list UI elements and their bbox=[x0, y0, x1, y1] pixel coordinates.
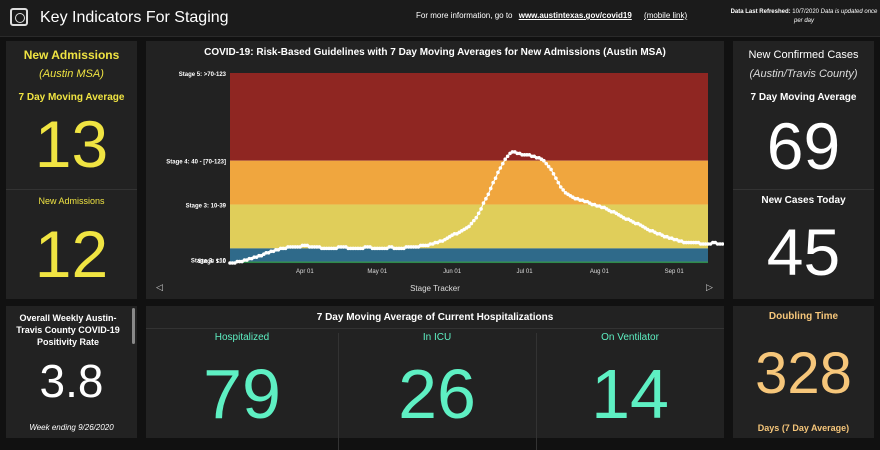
data-point bbox=[486, 192, 491, 197]
doubling-panel: Doubling Time 328 Days (7 Day Average) bbox=[733, 306, 874, 438]
data-point bbox=[472, 218, 476, 223]
data-point bbox=[558, 185, 563, 189]
positivity-panel: Overall Weekly Austin-Travis County COVI… bbox=[6, 306, 137, 438]
admissions-avg-label: 7 Day Moving Average bbox=[18, 92, 125, 103]
refresh-date: 10/7/2020 bbox=[792, 9, 819, 15]
x-tick-label: Jul 01 bbox=[517, 269, 534, 275]
data-point bbox=[493, 176, 498, 181]
x-tick-label: Apr 01 bbox=[296, 269, 314, 275]
admissions-subtitle: (Austin MSA) bbox=[39, 68, 104, 80]
doubling-unit: Days (7 Day Average) bbox=[757, 423, 850, 433]
city-seal-icon bbox=[10, 8, 28, 26]
icu-label: In ICU bbox=[422, 332, 452, 343]
cases-subtitle: (Austin/Travis County) bbox=[749, 68, 858, 80]
divider bbox=[146, 328, 724, 329]
data-point bbox=[503, 157, 508, 162]
header-bar: Key Indicators For Staging For more info… bbox=[0, 0, 880, 37]
cases-panel: New Confirmed Cases (Austin/Travis Count… bbox=[733, 41, 874, 299]
data-point bbox=[474, 215, 479, 220]
data-point bbox=[476, 211, 481, 216]
chart-prev-icon[interactable]: ◁ bbox=[156, 282, 163, 292]
stage-band-2 bbox=[230, 248, 708, 262]
chart-title: COVID-19: Risk-Based Guidelines with 7 D… bbox=[204, 47, 666, 58]
refresh-label: Data Last Refreshed: bbox=[730, 9, 791, 15]
x-tick-label: Jun 01 bbox=[443, 269, 462, 275]
stage-band-1 bbox=[230, 261, 708, 264]
data-point bbox=[500, 161, 505, 166]
data-point bbox=[498, 166, 503, 170]
refresh-info: Data Last Refreshed: 10/7/2020 Data is u… bbox=[730, 8, 878, 26]
doubling-value: 328 bbox=[755, 341, 852, 406]
stage-label: Stage 5: >70-123 bbox=[179, 72, 227, 78]
positivity-value: 3.8 bbox=[39, 355, 104, 407]
refresh-note: Data is updated once per day bbox=[793, 9, 878, 24]
hospitalizations-panel: 7 Day Moving Average of Current Hospital… bbox=[146, 306, 724, 450]
icu-value: 26 bbox=[398, 355, 476, 433]
cases-avg-label: 7 Day Moving Average bbox=[750, 92, 857, 103]
positivity-note: Week ending 9/26/2020 bbox=[29, 423, 114, 432]
data-point bbox=[481, 201, 486, 205]
data-point bbox=[546, 164, 551, 169]
hospitalizations-title: 7 Day Moving Average of Current Hospital… bbox=[316, 312, 554, 323]
chart-next-icon[interactable]: ▷ bbox=[706, 282, 713, 292]
ventilator-label: On Ventilator bbox=[601, 332, 659, 343]
mobile-link[interactable]: (mobile link) bbox=[644, 11, 688, 20]
data-point bbox=[505, 154, 510, 159]
admissions-title: New Admissions bbox=[23, 48, 120, 62]
cases-today-label: New Cases Today bbox=[761, 195, 846, 206]
data-point bbox=[491, 180, 495, 185]
data-point bbox=[720, 242, 724, 246]
covid-info-link[interactable]: www.austintexas.gov/covid19 bbox=[518, 11, 632, 20]
data-point bbox=[551, 172, 556, 176]
data-point bbox=[554, 176, 558, 181]
data-point bbox=[556, 180, 561, 185]
divider bbox=[338, 333, 339, 450]
ventilator-value: 14 bbox=[591, 355, 669, 433]
x-tick-label: Aug 01 bbox=[590, 269, 610, 275]
doubling-title: Doubling Time bbox=[768, 311, 839, 322]
stage-label: Stage 4: 40 - [70-123] bbox=[166, 160, 226, 166]
chart-panel: COVID-19: Risk-Based Guidelines with 7 D… bbox=[146, 41, 724, 299]
data-point bbox=[542, 158, 546, 163]
new-admissions-value: 12 bbox=[34, 217, 109, 291]
data-point bbox=[469, 221, 474, 226]
divider bbox=[536, 333, 537, 450]
stage-label: Stage 2: <10 bbox=[191, 259, 227, 265]
data-point bbox=[549, 167, 553, 172]
data-point bbox=[561, 188, 565, 192]
stage-band-5 bbox=[230, 73, 708, 161]
info-text: For more information, go to bbox=[416, 11, 513, 20]
data-point bbox=[544, 161, 549, 166]
stage-label: Stage 1: 0 bbox=[198, 259, 227, 265]
stage-band-4 bbox=[230, 160, 708, 205]
x-tick-label: Sep 01 bbox=[665, 269, 685, 275]
scrollbar[interactable] bbox=[132, 308, 135, 344]
admissions-avg-value: 13 bbox=[34, 107, 109, 181]
page-title: Key Indicators For Staging bbox=[40, 9, 229, 26]
data-point bbox=[479, 207, 483, 211]
info-line: For more information, go to www.austinte… bbox=[416, 11, 687, 20]
positivity-title: Overall Weekly Austin-Travis County COVI… bbox=[16, 313, 120, 347]
divider bbox=[6, 189, 137, 190]
x-tick-label: May 01 bbox=[367, 269, 387, 275]
data-point bbox=[488, 186, 493, 191]
divider bbox=[733, 189, 874, 190]
chart-footer: Stage Tracker bbox=[410, 284, 460, 293]
admissions-panel: New Admissions (Austin MSA) 7 Day Moving… bbox=[6, 41, 137, 299]
cases-title: New Confirmed Cases bbox=[748, 49, 859, 61]
data-point bbox=[496, 170, 500, 175]
new-admissions-label: New Admissions bbox=[38, 196, 105, 206]
stage-label: Stage 3: 10-39 bbox=[186, 204, 227, 210]
data-point bbox=[484, 196, 488, 201]
data-point bbox=[467, 224, 471, 229]
cases-today-value: 45 bbox=[766, 215, 841, 289]
hospitalized-label: Hospitalized bbox=[214, 332, 270, 343]
stage-chart[interactable]: Stage 5: >70-123 Stage 4: 40 - [70-123] St… bbox=[146, 41, 724, 299]
cases-avg-value: 69 bbox=[766, 109, 841, 183]
hospitalized-value: 79 bbox=[203, 355, 281, 433]
